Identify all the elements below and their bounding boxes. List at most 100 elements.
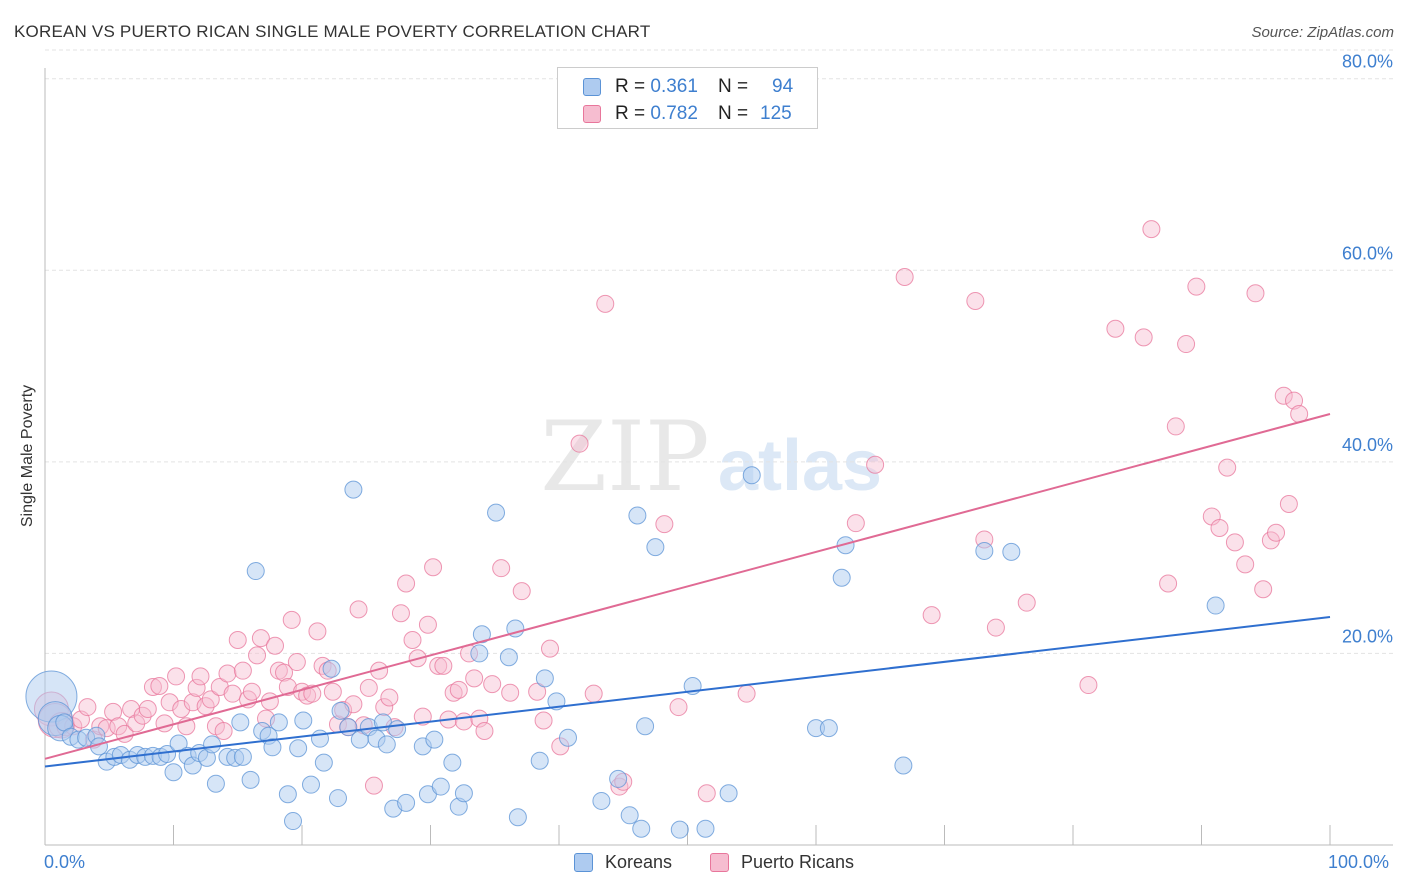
watermark-atlas: atlas — [718, 426, 882, 506]
puerto-rican-point — [282, 610, 301, 629]
puerto-rican-point — [1166, 417, 1185, 436]
puerto-rican-point — [403, 631, 422, 650]
korean-point — [487, 503, 506, 522]
puerto-rican-point — [127, 714, 146, 733]
korean-point — [535, 669, 554, 688]
puerto-rican-point — [454, 712, 473, 731]
korean-point — [344, 480, 363, 499]
puerto-rican-point — [1106, 319, 1125, 338]
puerto-rican-point — [1246, 284, 1265, 303]
puerto-rican-point — [160, 693, 179, 712]
korean-point — [377, 735, 396, 754]
puerto-rican-point — [922, 606, 941, 625]
korean-point — [696, 819, 715, 838]
puerto-rican-point — [1187, 277, 1206, 296]
korean-point — [836, 536, 855, 555]
puerto-rican-point — [737, 684, 756, 703]
legend-swatch-puerto-ricans — [583, 105, 601, 123]
puerto-rican-point — [78, 698, 97, 717]
korean-point — [294, 711, 313, 730]
puerto-rican-point — [512, 582, 531, 601]
puerto-rican-point — [167, 667, 186, 686]
korean-point — [636, 717, 655, 736]
korean-point — [499, 648, 518, 667]
y-tick-label: 20.0% — [1342, 626, 1393, 646]
puerto-rican-point — [1254, 580, 1273, 599]
korean-point — [470, 644, 489, 663]
korean-point — [206, 774, 225, 793]
puerto-rican-point — [449, 680, 468, 699]
puerto-rican-point — [364, 776, 383, 795]
korean-point — [284, 812, 303, 831]
puerto-rican-point — [895, 268, 914, 287]
puerto-rican-trend-line — [44, 413, 1331, 760]
puerto-rican-point — [966, 291, 985, 310]
puerto-rican-point — [251, 629, 270, 648]
korean-point — [397, 793, 416, 812]
korean-point — [241, 770, 260, 789]
korean-point — [558, 728, 577, 747]
puerto-rican-point — [109, 717, 128, 736]
korean-point — [719, 784, 738, 803]
puerto-rican-point — [528, 682, 547, 701]
korean-point — [231, 713, 250, 732]
korean-point — [322, 659, 341, 678]
puerto-rican-point — [1279, 495, 1298, 514]
puerto-rican-point — [1159, 574, 1178, 593]
puerto-rican-point — [434, 656, 453, 675]
legend-r-value-puerto-ricans: 0.782 — [650, 103, 698, 124]
puerto-rican-point — [1017, 593, 1036, 612]
chart-title: KOREAN VS PUERTO RICAN SINGLE MALE POVER… — [14, 22, 651, 41]
puerto-rican-point — [584, 684, 603, 703]
puerto-rican-point — [172, 699, 191, 718]
puerto-rican-point — [413, 707, 432, 726]
legend-item-koreans[interactable]: Koreans — [574, 852, 672, 873]
korean-point — [425, 730, 444, 749]
legend-label-puerto-ricans: Puerto Ricans — [741, 852, 855, 872]
puerto-rican-point — [1177, 335, 1196, 354]
legend-n-label: N = — [717, 103, 749, 124]
korean-point — [246, 562, 265, 581]
puerto-rican-point — [1225, 533, 1244, 552]
puerto-rican-point — [359, 678, 378, 697]
puerto-rican-point — [669, 698, 688, 717]
watermark-zip: ZIP — [540, 401, 709, 513]
puerto-rican-point — [266, 636, 285, 655]
puerto-rican-point — [201, 690, 220, 709]
legend-r-value-koreans: 0.361 — [650, 76, 698, 97]
korean-point — [431, 777, 450, 796]
puerto-rican-point — [248, 646, 267, 665]
korean-point — [203, 735, 222, 754]
puerto-rican-point — [242, 682, 261, 701]
korean-point — [301, 775, 320, 794]
puerto-rican-point — [303, 684, 322, 703]
puerto-rican-point — [418, 615, 437, 634]
puerto-rican-point — [138, 699, 157, 718]
puerto-rican-point — [1134, 328, 1153, 347]
puerto-rican-point — [287, 653, 306, 672]
puerto-rican-point — [380, 688, 399, 707]
puerto-rican-point — [1218, 458, 1237, 477]
puerto-rican-point — [429, 656, 448, 675]
korean-point — [289, 739, 308, 758]
korean-point — [233, 747, 252, 766]
korean-point — [670, 820, 689, 839]
puerto-rican-point — [278, 677, 297, 696]
korean-point — [609, 769, 628, 788]
legend-n-value-puerto-ricans: 125 — [760, 103, 792, 124]
legend-item-puerto-ricans[interactable]: Puerto Ricans — [710, 852, 854, 873]
puerto-rican-point — [191, 667, 210, 686]
legend-row-koreans: R = 0.361 N = 94 — [583, 75, 793, 99]
korean-point — [443, 753, 462, 772]
korean-point — [269, 713, 288, 732]
korean-point — [1002, 542, 1021, 561]
korean-point — [331, 701, 350, 720]
puerto-rican-point — [397, 574, 416, 593]
source-label: Source: ZipAtlas.com — [1251, 24, 1394, 41]
legend-label-koreans: Koreans — [605, 852, 673, 872]
puerto-rican-point — [1236, 555, 1255, 574]
y-axis-title: Single Male Poverty — [19, 384, 36, 528]
puerto-rican-point — [596, 294, 615, 313]
puerto-rican-point — [218, 664, 237, 683]
